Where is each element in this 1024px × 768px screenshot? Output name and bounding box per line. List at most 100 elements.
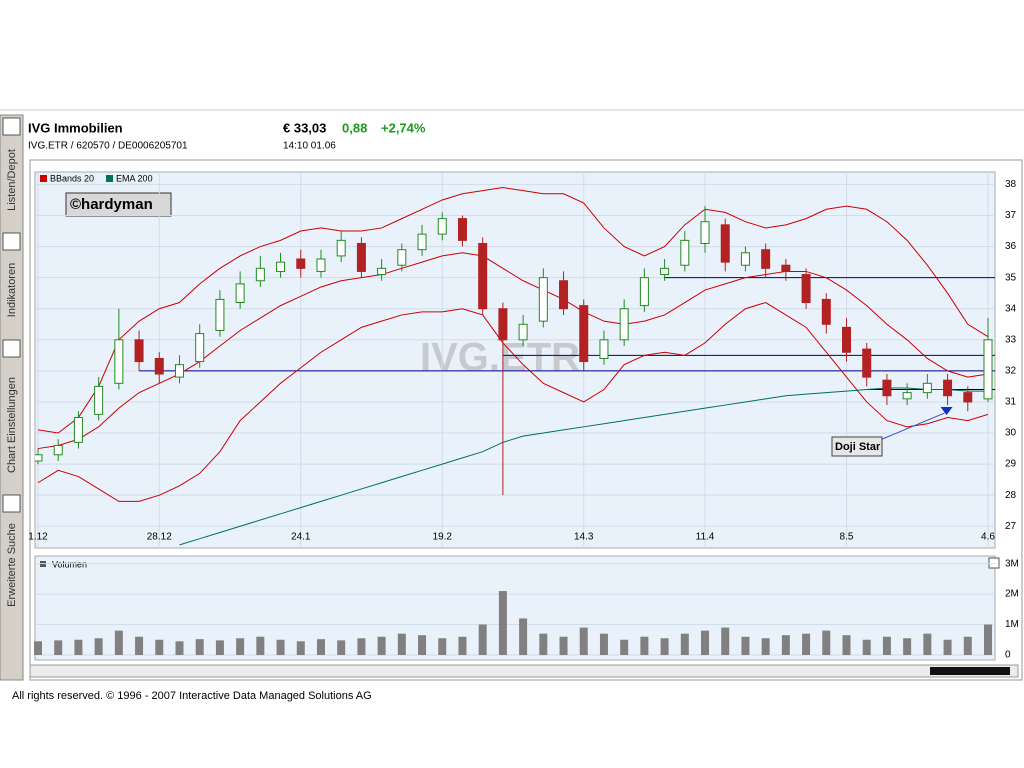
candle-body [801,274,811,304]
sidebar-tab[interactable]: Erweiterte Suche [6,523,18,607]
candle-body [94,385,104,415]
y-tick-label: 35 [1005,272,1017,283]
legend-label: BBands 20 [50,173,94,183]
candle-body [761,249,771,269]
candle-body [619,308,629,341]
volume-bar [842,635,851,655]
candle-body [437,218,447,235]
candle-body [821,298,831,325]
volume-bar [721,627,730,655]
volume-bar [599,633,608,655]
volume-bar [397,633,406,655]
stock-name: IVG Immobilien [28,120,123,135]
volume-bar [316,639,325,655]
sidebar [0,114,24,681]
tab-icon[interactable] [2,494,21,513]
volume-bar [215,640,224,655]
x-tick-label: 28.12 [147,532,172,543]
candle-body [862,348,872,378]
sidebar-tab[interactable]: Chart Einstellungen [6,377,18,473]
volume-bar [357,638,366,655]
volume-bar [195,639,204,655]
volume-bar [984,624,992,655]
tab-icon[interactable] [2,117,21,136]
indicator-line [37,252,989,450]
plot-area [34,171,996,549]
volume-bar [741,636,750,655]
volume-bar [802,633,811,655]
candle-body [842,326,852,353]
volume-bar [438,638,447,655]
volume-bar [175,641,184,655]
close-button[interactable] [988,557,1000,569]
y-tick-label: 28 [1005,490,1017,501]
candle-body [73,416,83,443]
candle-body [296,258,306,269]
candle-body [235,283,245,304]
change: 0,88 [342,120,367,135]
y-tick-label: 38 [1005,179,1017,190]
x-tick-label: 14.3 [574,532,594,543]
x-tick-label: 4.6 [981,532,995,543]
y-tick-label: 29 [1005,459,1017,470]
volume-bar [236,638,245,655]
y-tick-label: 30 [1005,428,1017,439]
volume-tick-label: 3M [1005,558,1019,569]
author: ©hardyman [70,196,153,213]
x-tick-label: 19.2 [433,532,453,543]
candle-body [781,264,791,272]
candle-body [478,242,488,310]
volume-bar [276,639,285,655]
annotation: Doji Star [835,441,881,453]
volume-bar [559,636,568,655]
y-tick-label: 33 [1005,334,1017,345]
scrollbar[interactable] [29,664,1019,678]
volume-bar [135,636,144,655]
volume-bar [640,636,649,655]
volume-bar [377,636,386,655]
volume-bar [54,640,63,655]
x-tick-label: 24.1 [291,532,311,543]
change-pct: +2,74% [381,120,426,135]
candle-body [498,308,508,341]
candle-body [195,333,205,363]
scroll-thumb[interactable] [930,667,1010,675]
y-tick-label: 37 [1005,210,1017,221]
volume-bar [761,638,770,655]
candle-body [660,267,670,276]
y-tick-label: 27 [1005,521,1017,532]
volume-tick-label: 0 [1005,650,1011,661]
candle-body [276,261,286,272]
candle-body [639,277,649,307]
annotation-box [831,436,883,457]
volume-bar [539,633,548,655]
volume-bar [418,635,427,655]
volume-bar [963,636,972,655]
volume-bar [74,639,83,655]
candle-body [922,382,932,394]
candle-body [377,267,387,276]
candle-body [538,277,548,322]
sidebar-tab[interactable]: Indikatoren [6,263,18,317]
y-tick-label: 31 [1005,397,1017,408]
volume-bar [660,638,669,655]
indicator-line [179,387,988,546]
candle-body [114,339,124,384]
volume-bar [923,633,932,655]
volume-bar [94,638,103,655]
candle-body [518,323,528,341]
tab-icon[interactable] [2,339,21,358]
price: € 33,03 [283,120,326,135]
volume-bar [337,640,346,655]
candle-body [356,242,366,272]
sidebar-tab[interactable]: Listen/Depot [6,149,18,211]
volume-tick-label: 1M [1005,619,1019,630]
volume-bar [822,630,831,655]
candle-body [154,357,164,375]
annotation-arrowhead [940,407,953,416]
volume-bar [458,636,467,655]
tab-icon[interactable] [2,232,21,251]
candle-body [316,258,326,272]
volume-bar [296,641,305,655]
